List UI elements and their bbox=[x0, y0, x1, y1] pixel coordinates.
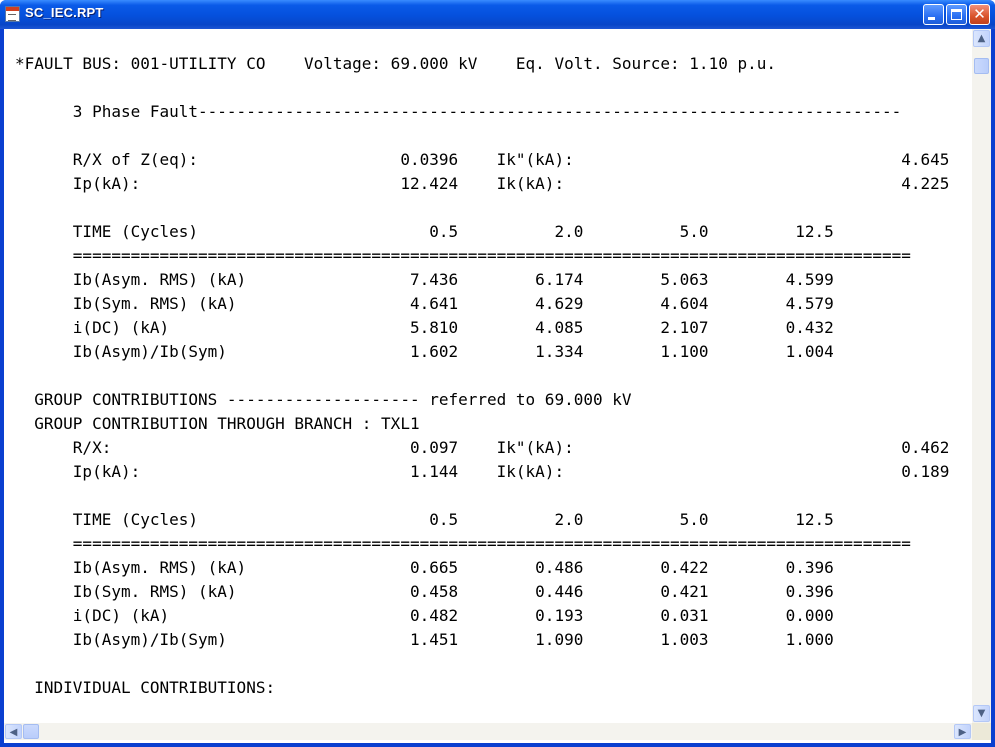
report-line: ========================================… bbox=[15, 534, 911, 553]
close-button[interactable]: ✕ bbox=[969, 4, 990, 25]
scroll-down-arrow-icon: ▼ bbox=[977, 708, 986, 719]
report-line: GROUP CONTRIBUTION THROUGH BRANCH : TXL1 bbox=[15, 414, 420, 433]
report-line: Ib(Asym)/Ib(Sym) 1.602 1.334 1.100 1.004 bbox=[15, 342, 834, 361]
report-line: Ib(Sym. RMS) (kA) 4.641 4.629 4.604 4.57… bbox=[15, 294, 834, 313]
report-line: Ip(kA): 1.144 Ik(kA): 0.189 bbox=[15, 462, 950, 481]
scrollbar-corner bbox=[972, 723, 991, 740]
report-line: *FAULT BUS: 001-UTILITY CO Voltage: 69.0… bbox=[15, 54, 776, 73]
vertical-scrollbar[interactable]: ▲ ▼ bbox=[972, 29, 991, 723]
report-text-area[interactable]: *FAULT BUS: 001-UTILITY CO Voltage: 69.0… bbox=[4, 29, 972, 723]
report-line: TIME (Cycles) 0.5 2.0 5.0 12.5 bbox=[15, 510, 834, 529]
scroll-left-arrow-icon: ◀ bbox=[9, 727, 18, 738]
minimize-button[interactable] bbox=[923, 4, 944, 25]
maximize-icon bbox=[951, 9, 962, 20]
scroll-up-button[interactable]: ▲ bbox=[973, 30, 990, 47]
report-line: GROUP CONTRIBUTIONS --------------------… bbox=[15, 390, 632, 409]
maximize-button[interactable] bbox=[946, 4, 967, 25]
horizontal-scroll-thumb[interactable] bbox=[23, 724, 39, 739]
notepad-icon[interactable] bbox=[5, 6, 20, 22]
title-bar[interactable]: SC_IEC.RPT ✕ bbox=[0, 0, 995, 29]
scroll-down-button[interactable]: ▼ bbox=[973, 705, 990, 722]
scroll-left-button[interactable]: ◀ bbox=[5, 724, 22, 739]
report-line: i(DC) (kA) 0.482 0.193 0.031 0.000 bbox=[15, 606, 834, 625]
report-line: TIME (Cycles) 0.5 2.0 5.0 12.5 bbox=[15, 222, 834, 241]
window-title: SC_IEC.RPT bbox=[25, 5, 104, 20]
horizontal-scrollbar[interactable]: ◀ ▶ bbox=[4, 723, 972, 740]
report-line: 3 Phase Fault---------------------------… bbox=[15, 102, 902, 121]
report-line: Ib(Sym. RMS) (kA) 0.458 0.446 0.421 0.39… bbox=[15, 582, 834, 601]
scroll-right-arrow-icon: ▶ bbox=[958, 727, 967, 738]
scroll-right-button[interactable]: ▶ bbox=[954, 724, 971, 739]
report-line: Ip(kA): 12.424 Ik(kA): 4.225 bbox=[15, 174, 950, 193]
report-line: R/X: 0.097 Ik"(kA): 0.462 bbox=[15, 438, 950, 457]
close-icon: ✕ bbox=[973, 5, 986, 23]
report-line: INDIVIDUAL CONTRIBUTIONS: bbox=[15, 678, 276, 697]
report-line: Ib(Asym)/Ib(Sym) 1.451 1.090 1.003 1.000 bbox=[15, 630, 834, 649]
report-line: i(DC) (kA) 5.810 4.085 2.107 0.432 bbox=[15, 318, 834, 337]
client-area: *FAULT BUS: 001-UTILITY CO Voltage: 69.0… bbox=[4, 29, 991, 743]
report-line: R/X of Z(eq): 0.0396 Ik"(kA): 4.645 bbox=[15, 150, 950, 169]
report-line: ========================================… bbox=[15, 246, 911, 265]
minimize-icon bbox=[928, 17, 935, 20]
vertical-scroll-thumb[interactable] bbox=[974, 58, 989, 74]
report-line: Ib(Asym. RMS) (kA) 7.436 6.174 5.063 4.5… bbox=[15, 270, 834, 289]
scroll-up-arrow-icon: ▲ bbox=[977, 33, 986, 44]
report-line: Ib(Asym. RMS) (kA) 0.665 0.486 0.422 0.3… bbox=[15, 558, 834, 577]
